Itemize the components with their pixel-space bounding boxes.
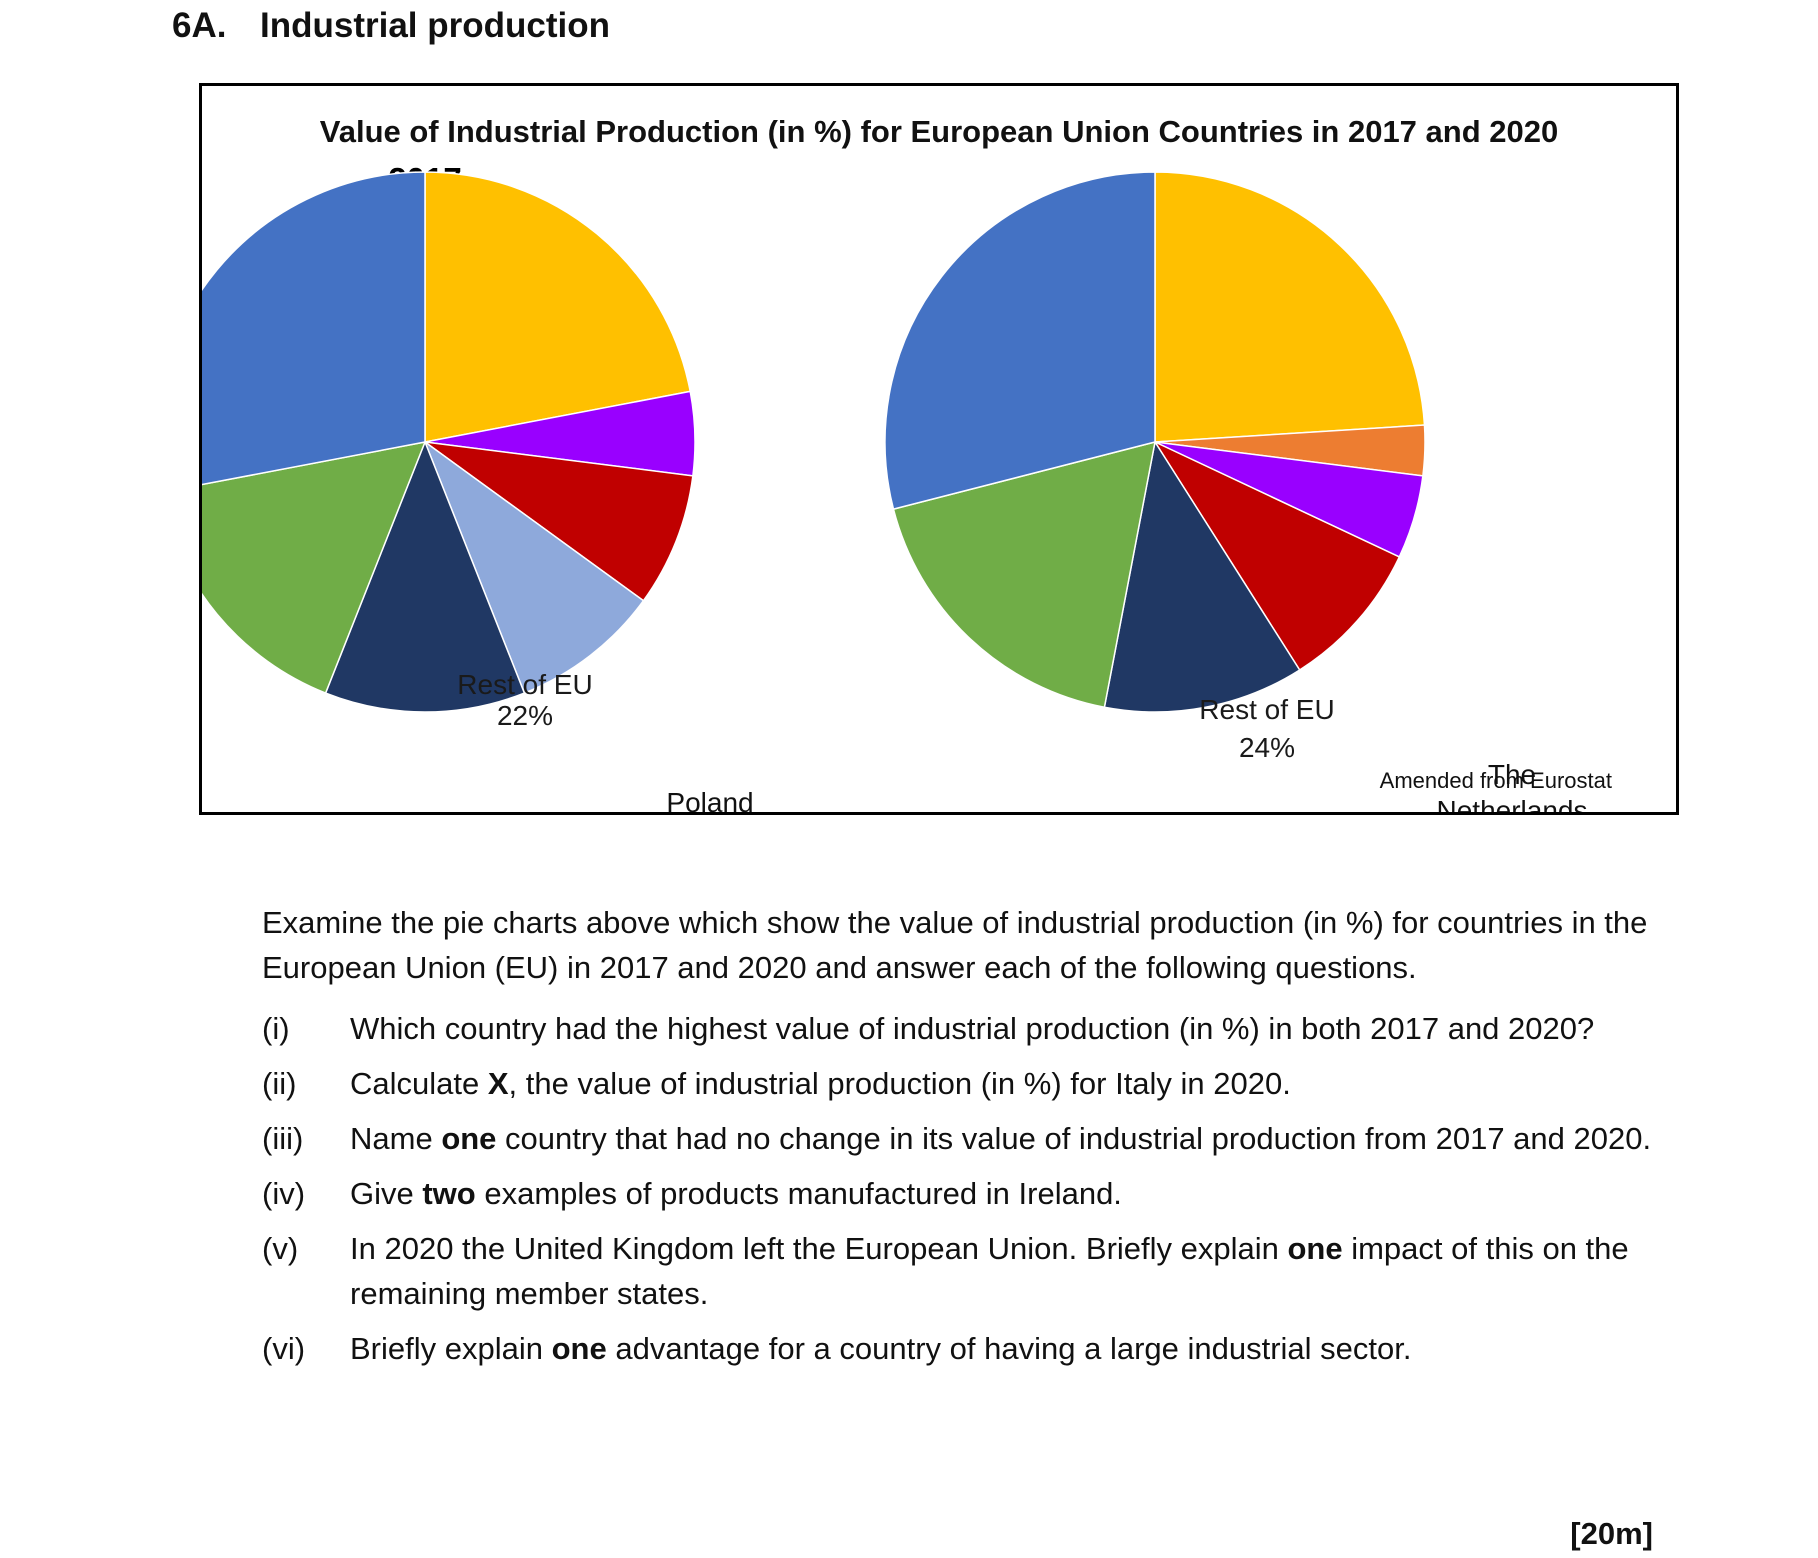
question-number: (iv) <box>262 1176 306 1211</box>
data-label-poland: 5% <box>648 787 688 812</box>
question-text-part: examples of products manufactured in Ire… <box>475 1176 1122 1211</box>
question-number: (ii) <box>262 1066 297 1101</box>
question-emphasis: one <box>551 1331 607 1366</box>
question-text-part: country that had no change in its value … <box>496 1121 1652 1156</box>
pie-slice-rest-of-eu <box>1154 171 1426 443</box>
pie-slice-france <box>1103 439 1301 713</box>
data-label-rest-of-eu: Rest of EU 22% <box>457 669 592 731</box>
chart-frame: Value of Industrial Production (in %) fo… <box>199 83 1679 815</box>
question-emphasis: two <box>422 1176 476 1211</box>
pie-slice-germany <box>202 171 426 486</box>
question-text-part: impact of this on the remaining member s… <box>350 1231 1629 1311</box>
pie-slice-germany <box>884 171 1156 511</box>
pie-slice-rest-of-eu <box>424 171 692 443</box>
question-text-part: Give <box>350 1176 423 1211</box>
pie-slice-spain <box>424 441 694 602</box>
question-text-part: advantage for a country of having a larg… <box>606 1331 1412 1366</box>
category-label-the-netherlands: The Netherlands <box>1437 759 1588 812</box>
pie-slice-united-kingdom <box>423 439 645 695</box>
data-label-germany: Germany 29% <box>955 737 1070 799</box>
question-text-part: Which country had the highest value of i… <box>350 1011 1595 1046</box>
question-number: (iii) <box>262 1121 304 1156</box>
pie-slice-italy <box>202 441 427 695</box>
question-text-part: Name <box>350 1121 442 1156</box>
question-text-part: Briefly explain <box>350 1331 552 1366</box>
question-emphasis: one <box>1287 1231 1343 1266</box>
source-note: Amended from Eurostat <box>1380 768 1612 793</box>
data-label-rest-of-eu: Rest of EU 24% <box>1199 694 1334 763</box>
question-item: (ii) Calculate X, the value of industrial… <box>262 1061 1662 1106</box>
pie-slice-france <box>324 439 526 713</box>
section-heading: 6A. Industrial production <box>172 6 610 46</box>
question-item: (v) In 2020 the United Kingdom left the E… <box>262 1226 1662 1316</box>
question-text-part: Calculate <box>350 1066 488 1101</box>
questions-intro: Examine the pie charts above which show … <box>262 905 1648 985</box>
pie-2020: 2020Rest of EU24%3%TheNetherlands5%Polan… <box>884 170 1588 812</box>
category-label-poland: Poland <box>666 787 753 812</box>
question-text: Calculate X, the value of industrial pro… <box>350 1066 1291 1101</box>
pie-slice-italy <box>892 440 1156 709</box>
question-text: Which country had the highest value of i… <box>350 1011 1594 1046</box>
question-text: In 2020 the United Kingdom left the Euro… <box>350 1231 1629 1311</box>
total-marks: [20m] <box>1570 1516 1653 1551</box>
pie-slice-spain <box>1152 440 1401 672</box>
chart-title: Value of Industrial Production (in %) fo… <box>319 114 1559 149</box>
section-title: Industrial production <box>260 6 610 45</box>
question-text-part: In 2020 the United Kingdom left the Euro… <box>350 1231 1288 1266</box>
question-item: (vi) Briefly explain one advantage for a … <box>262 1326 1662 1371</box>
pie-2017: 2017Rest of EU22%5%PolandSpain8%9%United… <box>202 161 754 812</box>
question-item: (iv) Give two examples of products manufa… <box>262 1171 1662 1216</box>
question-text: Name one country that had no change in i… <box>350 1121 1651 1156</box>
section-number: 6A. <box>172 6 227 45</box>
questions: Examine the pie charts above which show … <box>262 900 1662 1381</box>
question-emphasis: X <box>487 1066 509 1101</box>
question-item: (iii) Name one country that had no change… <box>262 1116 1662 1161</box>
pie-charts: Amended from Eurostat 2017Rest of EU22%5… <box>202 161 1612 812</box>
data-label-germany: Germany 28% <box>202 740 317 802</box>
question-text: Briefly explain one advantage for a coun… <box>350 1331 1411 1366</box>
question-emphasis: one <box>441 1121 497 1156</box>
question-number: (vi) <box>262 1331 306 1366</box>
question-text-part: , the value of industrial production (in… <box>508 1066 1291 1101</box>
question-list: (i) Which country had the highest value o… <box>262 1006 1662 1371</box>
question-number: (v) <box>262 1231 299 1266</box>
question-number: (i) <box>262 1011 290 1046</box>
question-item: (i) Which country had the highest value o… <box>262 1006 1662 1051</box>
question-text: Give two examples of products manufactur… <box>350 1176 1122 1211</box>
